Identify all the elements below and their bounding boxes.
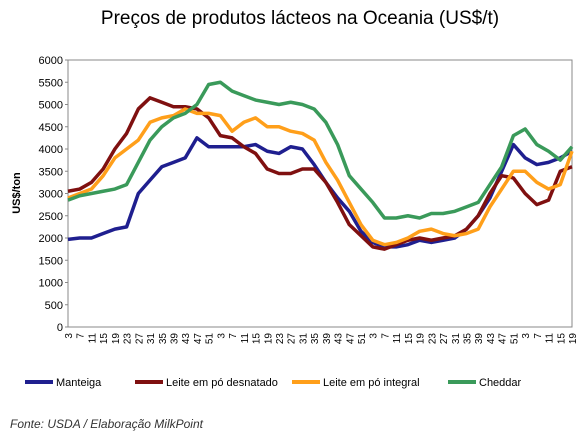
- x-tick-label: 47: [498, 333, 509, 345]
- x-tick-label: 3: [521, 333, 532, 339]
- legend-label: Leite em pó integral: [323, 377, 420, 389]
- x-tick-label: 47: [193, 333, 204, 345]
- series-line: [67, 107, 574, 247]
- x-tick-label: 27: [287, 333, 298, 345]
- x-tick-label: 11: [87, 333, 98, 344]
- x-tick-label: 19: [111, 333, 122, 345]
- x-tick-label: 43: [486, 333, 497, 345]
- x-tick-label: 39: [474, 333, 485, 345]
- x-tick-label: 7: [76, 333, 87, 339]
- chart-title: Preços de produtos lácteos na Oceania (U…: [101, 8, 499, 29]
- x-tick-label: 3: [64, 333, 75, 339]
- x-tick-label: 51: [509, 333, 520, 345]
- x-tick-label: 7: [380, 333, 391, 339]
- y-tick-label: 5500: [39, 77, 63, 89]
- x-tick-label: 35: [310, 333, 321, 345]
- y-tick-label: 5000: [39, 100, 63, 112]
- y-tick-label: 2000: [39, 233, 63, 245]
- x-tick-label: 27: [439, 333, 450, 345]
- y-tick-label: 1000: [39, 278, 63, 290]
- plot-area: [67, 59, 573, 328]
- y-tick-label: 6000: [39, 55, 63, 67]
- y-tick-label: 3500: [39, 166, 63, 178]
- x-tick-label: 31: [298, 333, 309, 345]
- x-tick-label: 35: [463, 333, 474, 345]
- x-tick-label: 39: [169, 333, 180, 345]
- x-tick-label: 15: [556, 333, 567, 345]
- series-line: [67, 96, 573, 251]
- y-tick-label: 500: [45, 300, 63, 312]
- x-tick-label: 39: [322, 333, 333, 345]
- x-tick-label: 43: [181, 333, 192, 345]
- y-tick-label: 3000: [39, 189, 63, 201]
- y-tick-label: 4500: [39, 122, 63, 134]
- x-tick-label: 43: [334, 333, 345, 345]
- x-tick-label: 15: [404, 333, 415, 345]
- y-tick-label: 0: [57, 322, 63, 334]
- x-tick-label: 31: [146, 333, 157, 345]
- legend-label: Leite em pó desnatado: [166, 377, 278, 389]
- x-tick-label: 7: [228, 333, 239, 339]
- x-tick-label: 11: [392, 333, 403, 344]
- x-tick-label: 23: [123, 333, 134, 345]
- x-tick-label: 23: [275, 333, 286, 345]
- x-tick-label: 11: [545, 333, 556, 344]
- y-tick-label: 2500: [39, 211, 63, 223]
- x-tick-label: 7: [533, 333, 544, 339]
- x-tick-label: 47: [345, 333, 356, 345]
- legend-label: Manteiga: [56, 377, 102, 389]
- x-tick-label: 31: [451, 333, 462, 345]
- x-tick-label: 35: [158, 333, 169, 345]
- x-tick-label: 15: [252, 333, 263, 345]
- x-tick-label: 3: [369, 333, 380, 339]
- x-tick-label: 19: [263, 333, 274, 345]
- series-line: [67, 80, 574, 220]
- x-tick-label: 19: [416, 333, 427, 345]
- legend-label: Cheddar: [479, 377, 522, 389]
- x-tick-label: 27: [134, 333, 145, 345]
- y-tick-label: 1500: [39, 255, 63, 267]
- source: Fonte: USDA / Elaboração MilkPoint: [10, 417, 204, 431]
- x-tick-label: 11: [240, 333, 251, 344]
- x-tick-label: 51: [205, 333, 216, 345]
- x-tick-label: 51: [357, 333, 368, 345]
- y-tick-label: 4000: [39, 144, 63, 156]
- y-axis-label: US$/ton: [11, 172, 23, 214]
- x-tick-label: 19: [568, 333, 579, 345]
- x-tick-label: 3: [216, 333, 227, 339]
- x-tick-label: 23: [427, 333, 438, 345]
- x-tick-label: 15: [99, 333, 110, 345]
